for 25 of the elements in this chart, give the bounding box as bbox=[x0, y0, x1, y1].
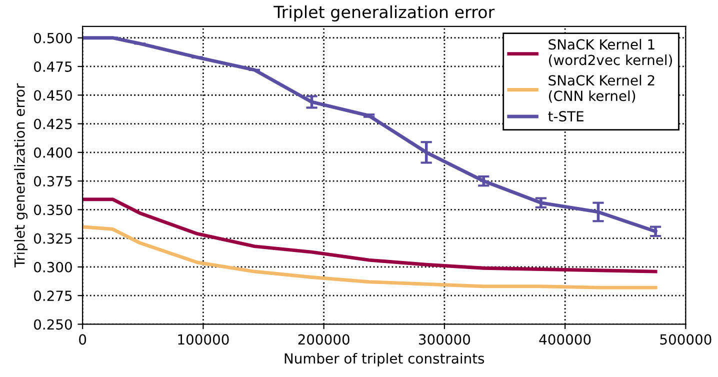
x-tick-label: 300000 bbox=[418, 334, 470, 345]
x-axis-title: Number of triplet constraints bbox=[284, 352, 484, 366]
y-tick-label: 0.300 bbox=[34, 262, 72, 272]
y-tick-label: 0.275 bbox=[34, 290, 72, 302]
x-tick-label: 100000 bbox=[178, 334, 229, 345]
y-tick-label: 0.500 bbox=[34, 32, 72, 44]
x-tick-label: 200000 bbox=[298, 334, 350, 345]
y-tick-label: 0.450 bbox=[34, 90, 72, 101]
y-tick-label: 0.325 bbox=[34, 233, 72, 244]
y-tick-label: 0.375 bbox=[34, 176, 72, 187]
y-tick-label: 0.425 bbox=[34, 118, 72, 130]
y-tick-label: 0.400 bbox=[34, 147, 72, 158]
y-tick-label: 0.350 bbox=[34, 204, 72, 216]
chart-title: Triplet generalization error bbox=[274, 5, 495, 22]
line-series bbox=[82, 225, 658, 290]
x-tick-label: 0 bbox=[79, 334, 86, 345]
y-tick-label: 0.250 bbox=[34, 319, 72, 330]
legend-label: SNaCK Kernel 2 (CNN kernel) bbox=[548, 74, 654, 103]
x-tick-label: 500000 bbox=[660, 334, 712, 345]
y-tick-label: 0.475 bbox=[34, 61, 72, 72]
line-series bbox=[82, 198, 658, 274]
x-tick-label: 400000 bbox=[539, 334, 591, 345]
y-axis-title: Triplet generalization error bbox=[14, 83, 28, 268]
legend-label: SNaCK Kernel 1 (word2vec kernel) bbox=[548, 38, 672, 67]
legend-label: t-STE bbox=[548, 111, 584, 122]
